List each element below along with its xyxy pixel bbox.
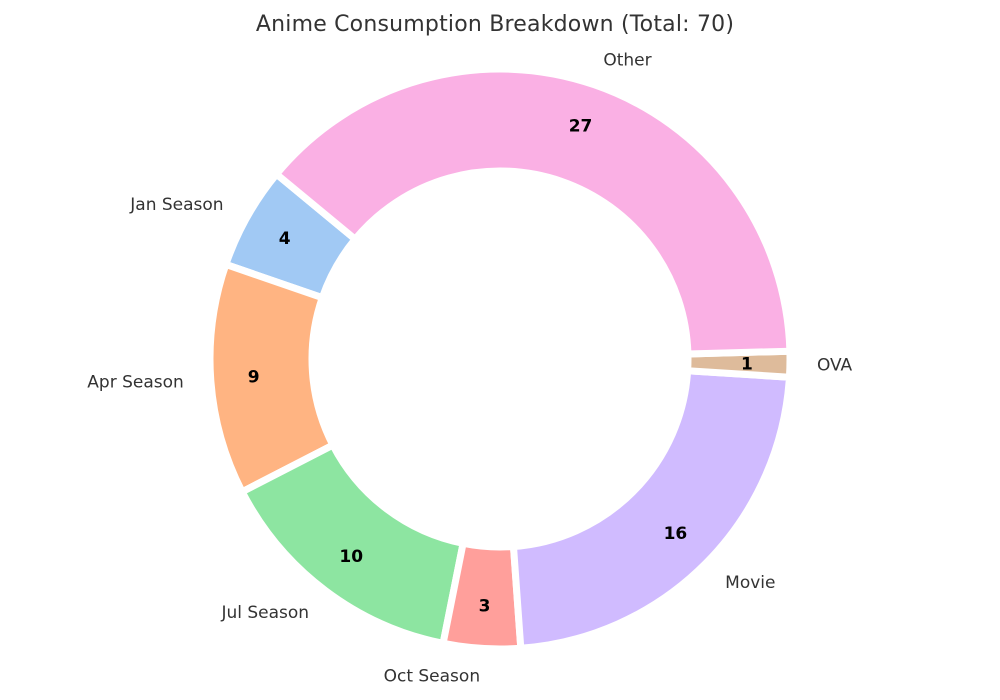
category-label-apr-season: Apr Season: [87, 373, 184, 393]
category-label-movie: Movie: [725, 573, 775, 593]
value-label-ova: 1: [741, 354, 753, 374]
value-label-jul-season: 10: [339, 547, 363, 567]
wedge-movie: [509, 367, 793, 652]
value-label-movie: 16: [664, 524, 688, 544]
category-label-oct-season: Oct Season: [384, 666, 481, 686]
chart-title: Anime Consumption Breakdown (Total: 70): [255, 12, 735, 37]
value-label-apr-season: 9: [248, 368, 260, 388]
category-label-jul-season: Jul Season: [220, 603, 309, 623]
value-label-jan-season: 4: [279, 229, 291, 249]
category-label-ova: OVA: [817, 356, 853, 376]
value-label-oct-season: 3: [479, 596, 491, 616]
category-label-jan-season: Jan Season: [129, 195, 223, 215]
value-label-other: 27: [569, 116, 593, 136]
category-label-other: Other: [603, 50, 651, 70]
wedge-other: [273, 65, 794, 358]
